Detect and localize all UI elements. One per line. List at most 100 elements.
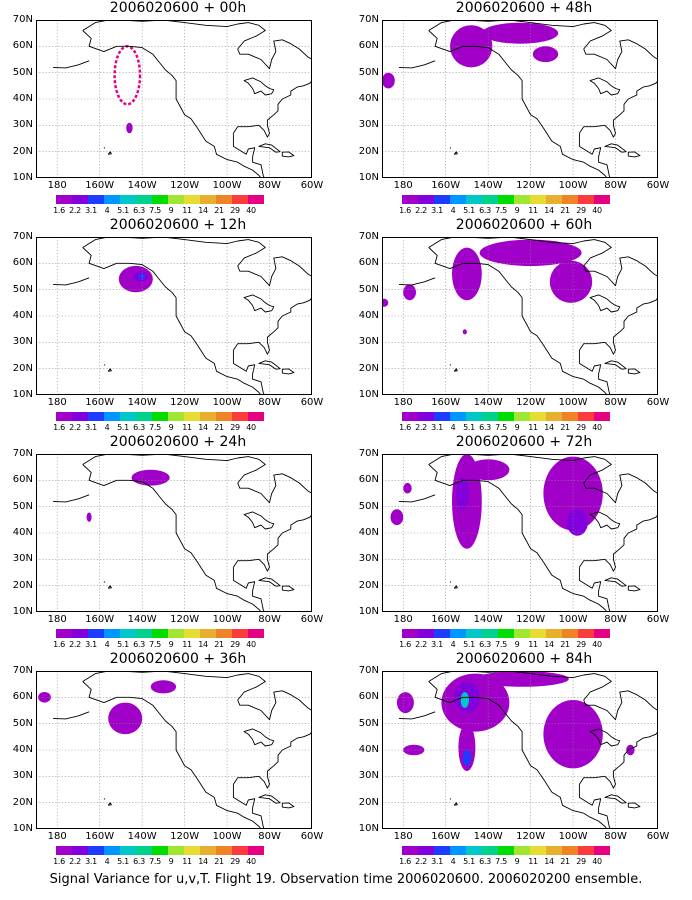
map-frame (36, 454, 312, 612)
colorbar-swatch (184, 412, 200, 421)
colorbar-level-label: 11 (528, 423, 538, 432)
colorbar-swatch (530, 846, 546, 855)
colorbar-swatch (594, 195, 610, 204)
colorbar-level-label: 14 (198, 423, 208, 432)
lon-tick-label: 160W (85, 831, 115, 842)
signal-blob (456, 477, 470, 510)
map-panel: 2006020600 + 60h 70N 60N 50N 40N 30N 20N 10N 180… (346, 217, 676, 437)
colorbar-swatch (136, 629, 152, 638)
signal-variance-map (36, 454, 312, 612)
colorbar-level-label: 9 (168, 423, 174, 432)
colorbar-level-label: 3.1 (85, 640, 97, 649)
signal-variance-map (36, 20, 312, 178)
panel-title: 2006020600 + 24h (109, 434, 247, 450)
lon-tick-label: 60W (646, 397, 670, 408)
lon-tick-label: 120W (516, 180, 546, 191)
colorbar-level-label: 4 (104, 206, 110, 215)
map-frame (36, 237, 312, 395)
colorbar-swatch (168, 412, 184, 421)
colorbar-swatch (434, 846, 450, 855)
colorbar-swatch (450, 629, 466, 638)
signal-blob (452, 247, 482, 301)
colorbar-level-label: 2.2 (415, 857, 427, 866)
lon-tick-label: 120W (170, 397, 200, 408)
colorbar-level-label: 3.1 (431, 423, 443, 432)
lon-tick-label: 60W (300, 831, 324, 842)
map-frame (382, 671, 658, 829)
colorbar-level-label: 6.3 (479, 857, 491, 866)
signal-blob (131, 469, 170, 486)
colorbar-level-label: 2.2 (415, 640, 427, 649)
lon-tick-label: 160W (85, 180, 115, 191)
colorbar-swatch (546, 412, 562, 421)
colorbar-level-label: 2.2 (415, 423, 427, 432)
colorbar-level-label: 1.6 (399, 206, 411, 215)
colorbar-swatch (232, 629, 248, 638)
colorbar-swatch (248, 412, 264, 421)
signal-variance-map (382, 454, 658, 612)
colorbar-swatch (434, 412, 450, 421)
colorbar-level-label: 7.5 (495, 857, 507, 866)
lon-tick-label: 160W (85, 614, 115, 625)
colorbar-level-label: 1.6 (399, 857, 411, 866)
lon-tick-label: 60W (300, 614, 324, 625)
colorbar-swatch (482, 195, 498, 204)
colorbar-swatch (104, 195, 120, 204)
lat-tick-label: 20N (12, 145, 33, 157)
colorbar-swatch (248, 846, 264, 855)
lat-tick-label: 30N (358, 770, 379, 782)
colorbar-level-label: 4 (450, 206, 456, 215)
colorbar-swatch (200, 629, 216, 638)
lat-tick-label: 60N (358, 257, 379, 269)
signal-blob (549, 260, 593, 303)
lon-tick-label: 140W (473, 180, 503, 191)
colorbar-swatch (434, 629, 450, 638)
colorbar-swatch (450, 846, 466, 855)
colorbar-level-label: 3.1 (85, 857, 97, 866)
signal-blob (403, 284, 416, 301)
map-frame (382, 454, 658, 612)
lat-tick-label: 20N (12, 796, 33, 808)
lat-tick-label: 40N (358, 310, 379, 321)
lat-tick-label: 10N (358, 823, 379, 834)
colorbar-swatch (200, 846, 216, 855)
coastline (398, 20, 658, 178)
signal-blob (462, 750, 472, 766)
colorbar-level-label: 6.3 (133, 423, 145, 432)
colorbar-swatch (184, 629, 200, 638)
colorbar-swatch (562, 412, 578, 421)
colorbar-swatch (56, 846, 72, 855)
lon-tick-label: 140W (127, 614, 157, 625)
lat-tick-label: 10N (358, 389, 379, 400)
colorbar-level-label: 7.5 (149, 640, 161, 649)
lon-tick-label: 120W (170, 614, 200, 625)
colorbar-swatch (530, 195, 546, 204)
colorbar-level-label: 7.5 (149, 206, 161, 215)
colorbar-level-label: 4 (104, 857, 110, 866)
lon-tick-label: 60W (300, 180, 324, 191)
colorbar-level-label: 1.6 (399, 640, 411, 649)
colorbar-level-label: 1.6 (53, 423, 65, 432)
colorbar-swatch (562, 629, 578, 638)
lon-tick-label: 140W (473, 397, 503, 408)
coastline (398, 454, 658, 612)
lat-tick-label: 50N (358, 717, 379, 729)
colorbar-level-label: 3.1 (431, 857, 443, 866)
colorbar-level-label: 14 (544, 206, 554, 215)
colorbar-swatch (578, 195, 594, 204)
colorbar-swatch (546, 629, 562, 638)
colorbar-level-label: 5.1 (117, 640, 129, 649)
colorbar-level-label: 3.1 (431, 206, 443, 215)
lon-tick-label: 140W (127, 397, 157, 408)
colorbar-level-label: 4 (104, 423, 110, 432)
colorbar-swatch (594, 629, 610, 638)
colorbar-swatch (418, 629, 434, 638)
lat-tick-label: 50N (358, 500, 379, 512)
lat-tick-label: 70N (12, 231, 33, 242)
colorbar-level-label: 11 (182, 423, 192, 432)
lat-tick-label: 30N (12, 119, 33, 131)
colorbar-swatch (562, 195, 578, 204)
colorbar-level-label: 21 (214, 423, 224, 432)
colorbar-level-label: 21 (560, 640, 570, 649)
lat-tick-label: 70N (358, 448, 379, 459)
